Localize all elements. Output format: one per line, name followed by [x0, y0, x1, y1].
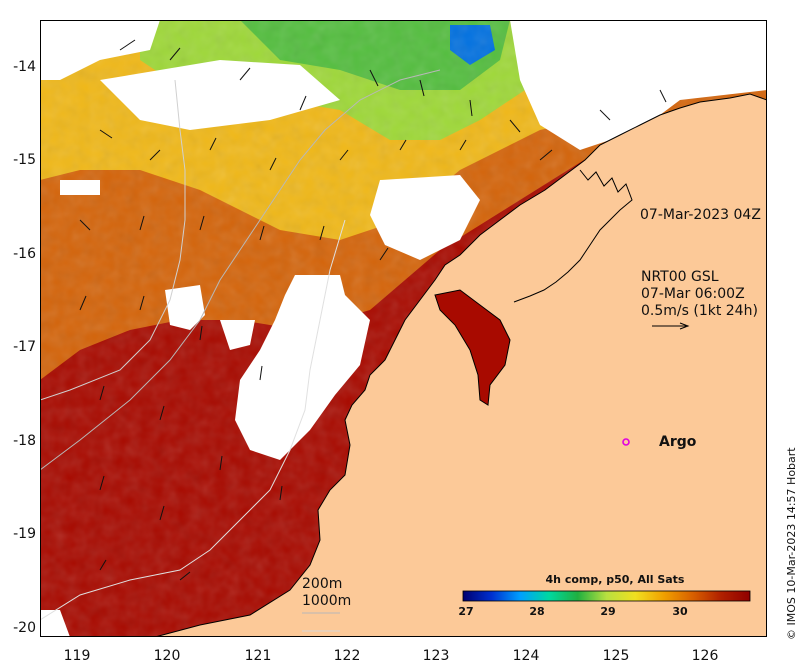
- y-tick-label: -19: [13, 526, 36, 542]
- coastline-detail: [513, 169, 633, 303]
- x-tick-label: 124: [512, 648, 540, 664]
- isobath-shelf: [40, 219, 346, 621]
- current-time-label: 07-Mar 06:00Z: [641, 286, 745, 302]
- y-tick-label: -17: [13, 339, 36, 355]
- y-tick-label: -14: [13, 59, 36, 75]
- scale-arrow-head: [679, 322, 690, 330]
- colorbar-tick: 30: [672, 605, 688, 618]
- colorbar-tick: 28: [529, 605, 545, 618]
- y-tick-label: -15: [13, 152, 36, 168]
- isobath-1000m: [40, 79, 186, 401]
- cloud-mask: [40, 20, 767, 637]
- map-frame[interactable]: [40, 20, 767, 637]
- argo-label: Argo: [659, 434, 697, 450]
- isobath-200-label: 200m: [302, 576, 343, 592]
- y-tick-label: -20: [13, 620, 36, 636]
- current-vectors: [79, 39, 667, 581]
- x-tick-label: 126: [691, 648, 719, 664]
- colorbar: [462, 590, 751, 602]
- x-tick-label: 123: [422, 648, 450, 664]
- y-tick-label: -18: [13, 433, 36, 449]
- x-tick-label: 122: [333, 648, 361, 664]
- credit-text: © IMOS 10-Mar-2023 14:57 Hobart: [785, 447, 798, 640]
- image-time-label: 07-Mar-2023 04Z: [640, 207, 761, 223]
- x-tick-label: 121: [244, 648, 272, 664]
- colorbar-tick: 27: [458, 605, 474, 618]
- y-tick-label: -16: [13, 246, 36, 262]
- current-product-label: NRT00 GSL: [641, 269, 719, 285]
- isobath-200m: [40, 69, 441, 471]
- estuary-water: [434, 289, 511, 406]
- vector-scale-label: 0.5m/s (1kt 24h): [641, 303, 758, 319]
- land-mass: [154, 93, 767, 637]
- x-tick-label: 125: [602, 648, 630, 664]
- argo-float-marker[interactable]: [622, 438, 630, 446]
- x-tick-label: 119: [63, 648, 91, 664]
- colorbar-title: 4h comp, p50, All Sats: [545, 573, 685, 586]
- colorbar-tick: 29: [600, 605, 616, 618]
- isobath-1000-label: 1000m: [302, 593, 352, 609]
- x-tick-label: 120: [153, 648, 181, 664]
- sst-map[interactable]: [40, 20, 767, 637]
